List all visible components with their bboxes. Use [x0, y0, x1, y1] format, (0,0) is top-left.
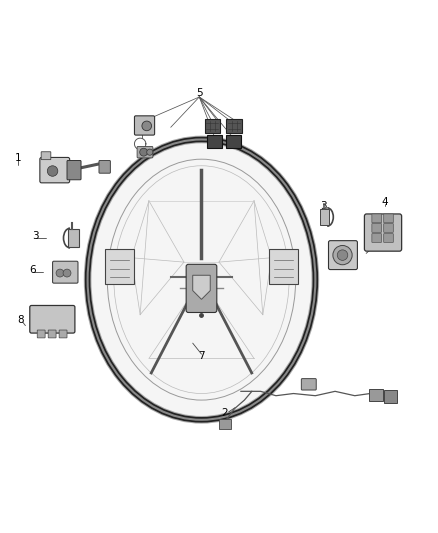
FancyBboxPatch shape: [226, 119, 242, 133]
Text: 6: 6: [29, 264, 36, 274]
FancyBboxPatch shape: [384, 233, 393, 243]
FancyBboxPatch shape: [384, 390, 397, 403]
Circle shape: [337, 250, 348, 260]
FancyBboxPatch shape: [384, 223, 393, 232]
FancyBboxPatch shape: [53, 261, 78, 283]
Circle shape: [140, 148, 148, 156]
Polygon shape: [193, 275, 210, 300]
FancyBboxPatch shape: [301, 378, 316, 390]
FancyBboxPatch shape: [269, 249, 298, 284]
Text: 5: 5: [196, 88, 203, 99]
FancyBboxPatch shape: [226, 135, 241, 148]
FancyBboxPatch shape: [186, 264, 217, 312]
FancyBboxPatch shape: [105, 249, 134, 284]
FancyBboxPatch shape: [205, 119, 220, 133]
Circle shape: [56, 269, 64, 277]
Text: 8: 8: [18, 315, 25, 325]
FancyBboxPatch shape: [134, 116, 155, 135]
FancyBboxPatch shape: [99, 160, 110, 173]
Circle shape: [63, 269, 71, 277]
FancyBboxPatch shape: [372, 223, 381, 232]
FancyBboxPatch shape: [48, 330, 56, 338]
FancyBboxPatch shape: [137, 147, 153, 158]
FancyBboxPatch shape: [369, 389, 383, 400]
FancyBboxPatch shape: [364, 214, 402, 251]
FancyBboxPatch shape: [41, 152, 51, 159]
FancyBboxPatch shape: [320, 209, 329, 225]
FancyBboxPatch shape: [37, 330, 45, 338]
Text: 7: 7: [199, 298, 206, 309]
Circle shape: [142, 121, 152, 131]
Text: 6: 6: [370, 243, 377, 253]
FancyBboxPatch shape: [207, 135, 222, 148]
Text: 3: 3: [320, 201, 327, 211]
Circle shape: [333, 246, 352, 265]
Circle shape: [47, 166, 58, 176]
FancyBboxPatch shape: [372, 233, 381, 243]
FancyBboxPatch shape: [328, 241, 357, 270]
FancyBboxPatch shape: [30, 305, 75, 333]
Text: 2: 2: [221, 408, 228, 418]
FancyBboxPatch shape: [68, 229, 79, 247]
FancyBboxPatch shape: [67, 160, 81, 180]
Text: 3: 3: [32, 231, 39, 241]
Circle shape: [147, 149, 153, 155]
Text: 7: 7: [198, 351, 205, 361]
Text: 4: 4: [381, 197, 388, 207]
Text: 1: 1: [15, 153, 22, 163]
FancyBboxPatch shape: [59, 330, 67, 338]
Ellipse shape: [88, 140, 315, 420]
FancyBboxPatch shape: [372, 214, 381, 223]
FancyBboxPatch shape: [40, 157, 70, 183]
FancyBboxPatch shape: [219, 419, 231, 429]
FancyBboxPatch shape: [384, 214, 393, 223]
